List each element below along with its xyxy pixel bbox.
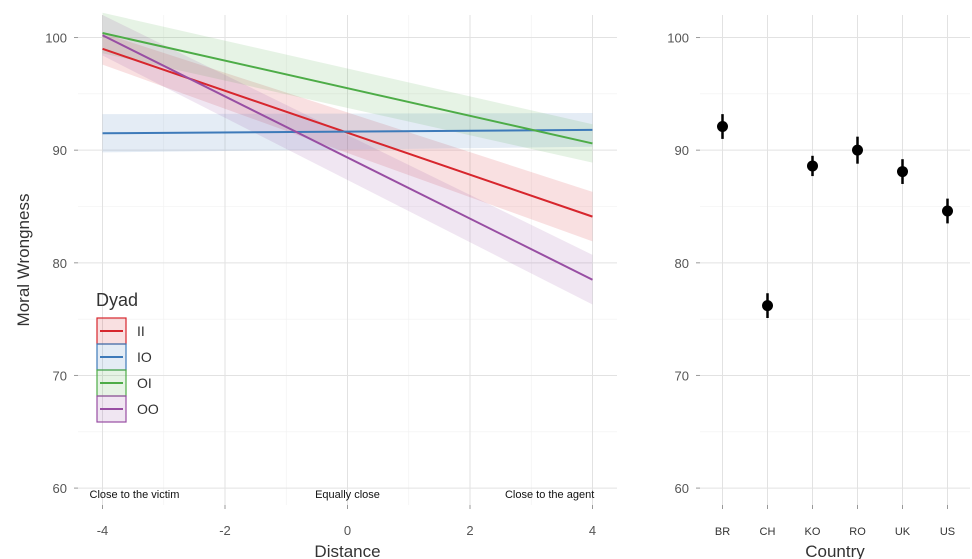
left-x-tick-label: 2 [466,523,473,538]
left-y-tick-label: 100 [45,31,67,46]
right-y-tick-label: 60 [675,481,689,496]
annotation-label: Close to the victim [90,489,180,501]
left-y-tick-label: 70 [53,368,67,383]
right-x-tick-label-us: US [940,526,955,538]
annotation-label: Equally close [315,489,380,501]
point-ch [762,300,773,312]
right-y-tick-label: 70 [675,368,689,383]
legend: Dyad II IO OI OO [96,290,159,423]
ci-band-ii [102,33,593,242]
left-x-tick-label: 4 [589,523,596,538]
right-axes: 60 70 80 90 100 BR CH KO RO UK US Country [667,31,955,559]
series-line-io [102,128,593,135]
left-y-tick-label: 90 [53,143,67,158]
point-us [942,205,953,217]
legend-label-oo: OO [137,401,159,417]
right-y-tick-label: 90 [675,143,689,158]
annotation-label: Close to the agent [505,489,594,501]
series-line-oo [102,34,593,281]
point-ko [807,160,818,172]
left-axes: -4 -2 0 2 4 60 70 80 90 100 Distance Moral Wrongnes… [14,31,596,559]
right-grid [700,15,970,505]
left-y-axis-title: Moral Wrongness [14,194,33,327]
left-y-tick-label: 80 [53,256,67,271]
series-line-oi [102,32,593,145]
right-chart-panel: 60 70 80 90 100 BR CH KO RO UK US Country [667,15,970,559]
left-grid [78,15,617,505]
right-x-tick-label-ko: KO [805,526,821,538]
left-x-axis-title: Distance [314,542,380,559]
left-y-tick-label: 60 [53,481,67,496]
right-y-tick-label: 80 [675,256,689,271]
legend-label-ii: II [137,323,145,339]
legend-label-oi: OI [137,375,152,391]
right-x-tick-label-uk: UK [895,526,911,538]
point-br [717,121,728,133]
right-x-tick-label-ro: RO [849,526,866,538]
right-x-axis-title: Country [805,542,865,559]
right-x-tick-label-ch: CH [760,526,776,538]
right-y-tick-label: 100 [667,31,689,46]
left-x-tick-label: -2 [219,523,231,538]
ci-band-oo [102,15,593,305]
left-annotations: Close to the victim Equally close Close to… [90,489,595,501]
left-x-tick-label: -4 [97,523,109,538]
point-ro [852,144,863,156]
left-series-lines [102,32,593,281]
left-x-tick-label: 0 [344,523,351,538]
right-x-tick-label-br: BR [715,526,730,538]
left-chart-panel: Close to the victim Equally close Close to… [14,12,617,559]
legend-label-io: IO [137,349,152,365]
right-points [717,114,953,319]
legend-title: Dyad [96,290,138,310]
point-uk [897,166,908,178]
